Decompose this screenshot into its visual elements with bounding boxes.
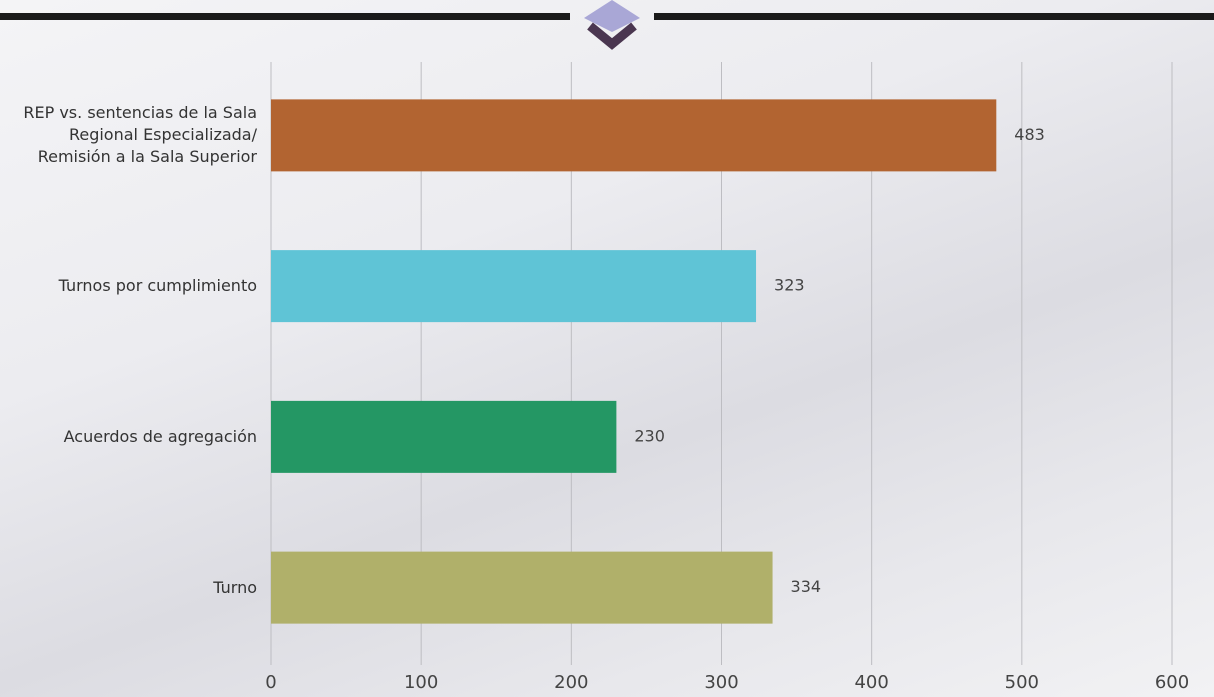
x-tick-label: 100 [404, 672, 438, 693]
y-tick-label: REP vs. sentencias de la Sala Regional E… [23, 103, 257, 167]
header-line [654, 13, 1214, 20]
x-tick-label: 300 [704, 672, 738, 693]
x-tick-label: 200 [554, 672, 588, 693]
x-tick-label: 600 [1155, 672, 1189, 693]
x-tick-label: 400 [854, 672, 888, 693]
value-label: 334 [791, 577, 822, 596]
header-chevron [587, 22, 637, 50]
bar [271, 99, 997, 172]
x-tick-label: 500 [1005, 672, 1039, 693]
x-tick-label: 0 [265, 672, 276, 693]
header-decoration [0, 0, 1214, 50]
bar [271, 250, 757, 323]
header-diamond [584, 0, 640, 32]
value-label: 483 [1014, 125, 1045, 144]
y-tick-label: Turnos por cumplimiento [58, 276, 257, 296]
bar [271, 400, 617, 473]
value-label: 323 [774, 276, 805, 295]
value-label: 230 [634, 426, 665, 445]
y-tick-label: Turno [213, 577, 257, 597]
y-tick-label: Acuerdos de agregación [63, 426, 257, 446]
bar [271, 551, 773, 624]
header-line [0, 13, 570, 20]
